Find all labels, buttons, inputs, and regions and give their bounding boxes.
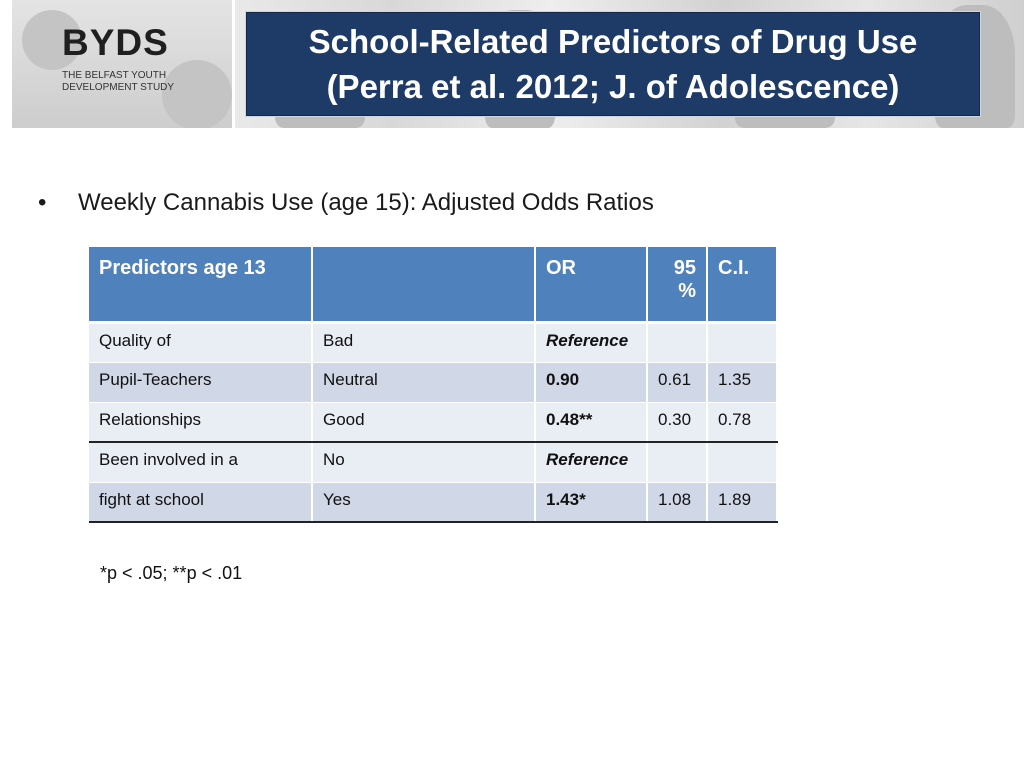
table-row: Relationships Good 0.48** 0.30 0.78 [89, 402, 778, 443]
table-cell: No [312, 442, 536, 483]
table-header-level [312, 247, 536, 324]
significance-footnote: *p < .05; **p < .01 [100, 563, 243, 583]
logo-background-decoration [22, 10, 82, 70]
table-header-row: Predictors age 13 OR 95 % C.I. [89, 247, 778, 324]
table-header-predictors: Predictors age 13 [89, 247, 313, 324]
table-cell [647, 442, 708, 483]
table-cell [707, 442, 778, 483]
table-cell-or: 0.48** [535, 402, 648, 443]
table-cell-or: 1.43* [535, 482, 648, 523]
table-header-or: OR [535, 247, 648, 324]
table-cell: Bad [312, 322, 536, 363]
table-cell [647, 322, 708, 363]
table-row: Been involved in a No Reference [89, 442, 778, 483]
table-cell: Yes [312, 482, 536, 523]
table-cell: 0.78 [707, 402, 778, 443]
table-cell: 0.30 [647, 402, 708, 443]
logo-subtitle: THE BELFAST YOUTH DEVELOPMENT STUDY [62, 70, 175, 93]
slide-title-line-1: School-Related Predictors of Drug Use [308, 23, 918, 60]
slide-title: School-Related Predictors of Drug Use (P… [246, 12, 980, 116]
table-row: Pupil-Teachers Neutral 0.90 0.61 1.35 [89, 362, 778, 403]
table-row: Quality of Bad Reference [89, 322, 778, 363]
table-header-ci: C.I. [707, 247, 778, 324]
table-cell: Good [312, 402, 536, 443]
table-cell: Pupil-Teachers [89, 362, 313, 403]
table-cell: 1.35 [707, 362, 778, 403]
table-cell: Been involved in a [89, 442, 313, 483]
bullet-text: Weekly Cannabis Use (age 15): Adjusted O… [78, 189, 654, 216]
table-cell: fight at school [89, 482, 313, 523]
table-cell: 1.89 [707, 482, 778, 523]
logo-panel [12, 0, 232, 128]
table-cell: 0.61 [647, 362, 708, 403]
table-header-ci-percent: 95 % [647, 247, 708, 324]
table-cell: Neutral [312, 362, 536, 403]
table-cell [707, 322, 778, 363]
table-cell-or: 0.90 [535, 362, 648, 403]
odds-ratio-table: Predictors age 13 OR 95 % C.I. Quality o… [89, 247, 778, 523]
slide-title-line-2: (Perra et al. 2012; J. of Adolescence) [326, 68, 900, 105]
table-cell: Relationships [89, 402, 313, 443]
header-banner: BYDS THE BELFAST YOUTH DEVELOPMENT STUDY… [0, 0, 1024, 128]
table-row: fight at school Yes 1.43* 1.08 1.89 [89, 482, 778, 523]
table-cell: Quality of [89, 322, 313, 363]
logo-title: BYDS [62, 22, 169, 63]
table-cell-or: Reference [535, 442, 648, 483]
bullet-icon: • [38, 189, 47, 216]
logo-background-decoration [162, 60, 232, 128]
table-cell-or: Reference [535, 322, 648, 363]
table-cell: 1.08 [647, 482, 708, 523]
